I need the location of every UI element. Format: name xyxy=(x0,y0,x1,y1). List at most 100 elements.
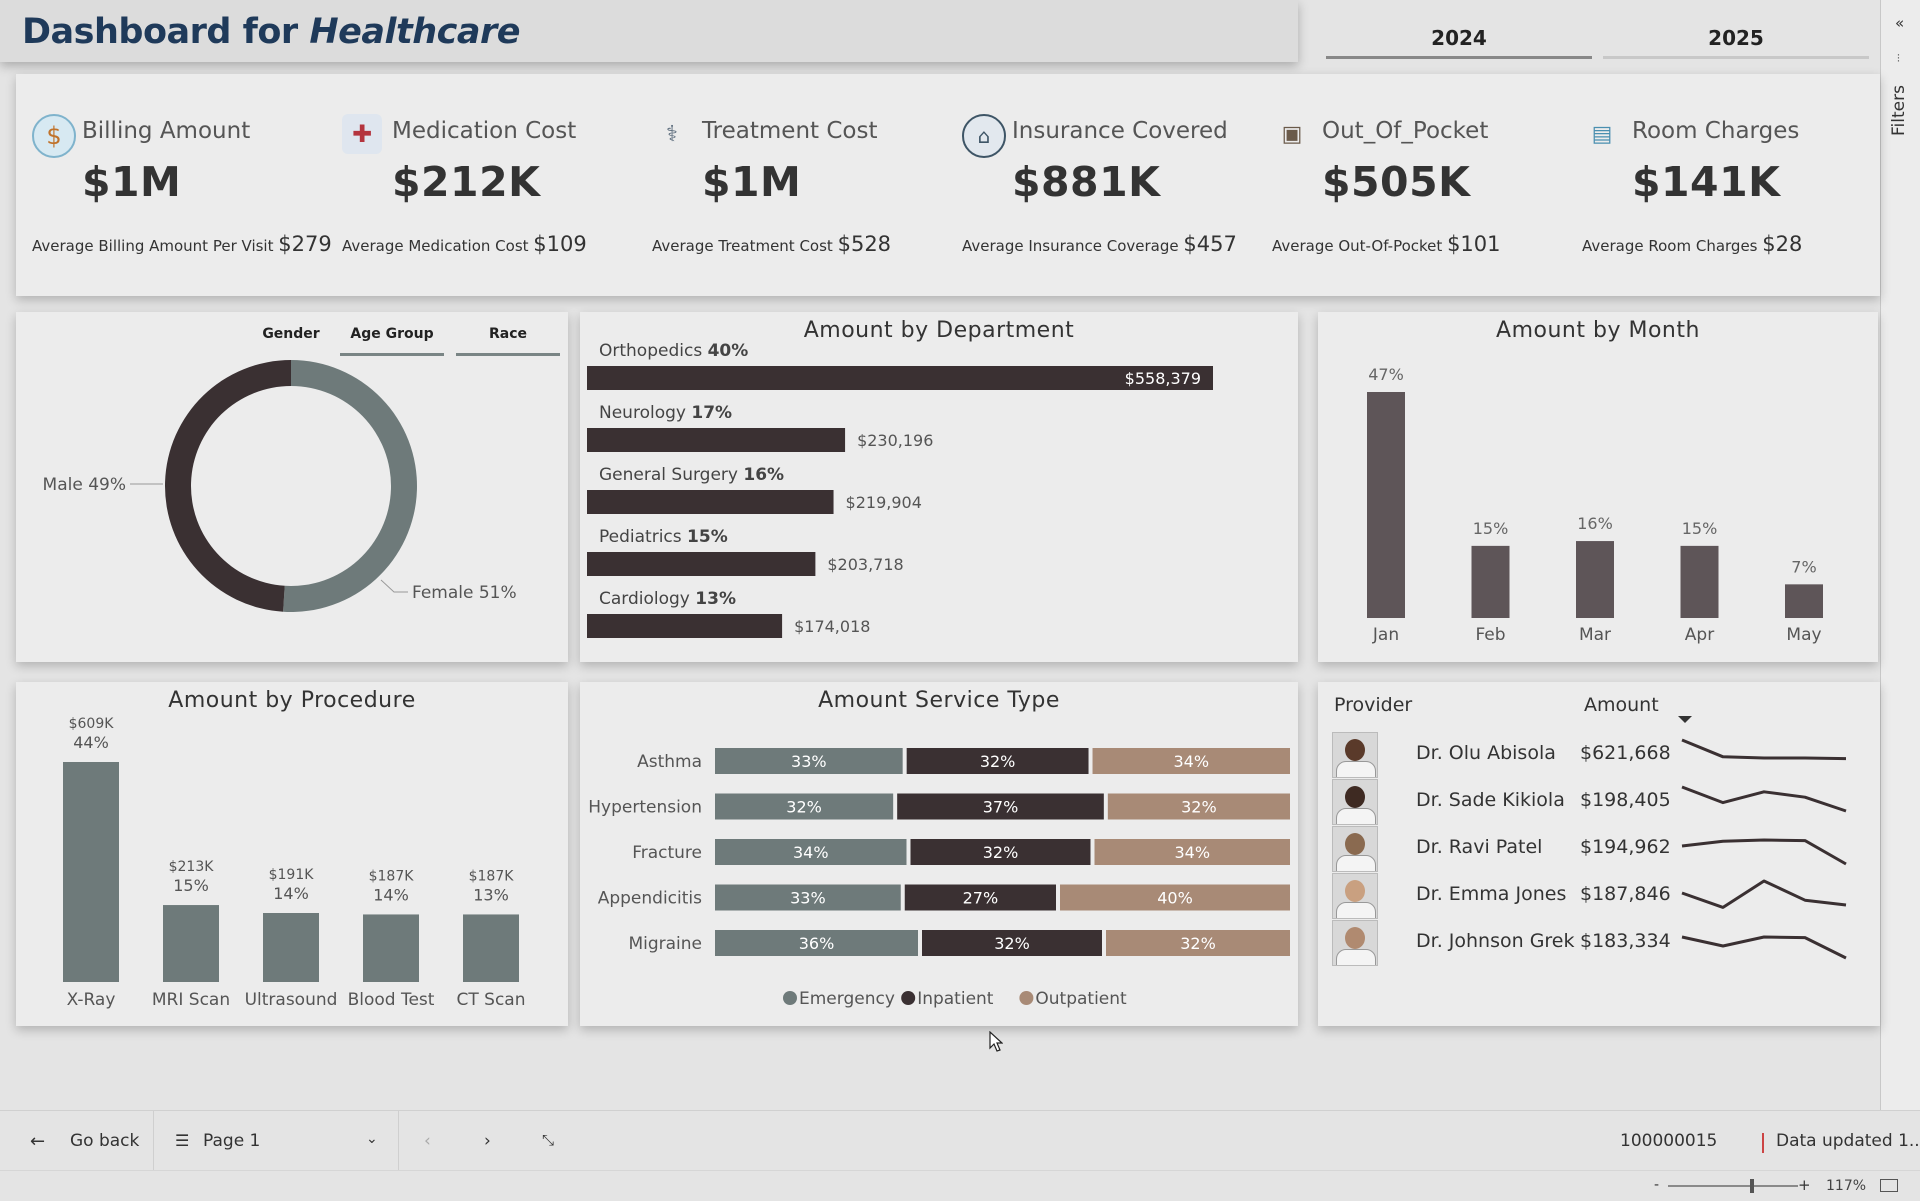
month-tick-label: Jan xyxy=(1372,625,1399,645)
stacked-segment-inpatient xyxy=(904,884,1056,911)
bar-percent-label: 44% xyxy=(73,733,109,752)
provider-table-panel: Provider Amount Dr. Olu Abisola $621,668… xyxy=(1318,682,1880,1026)
month-tick-label: Apr xyxy=(1685,625,1714,645)
go-back-button[interactable]: Go back xyxy=(70,1131,140,1151)
tab-year-2024[interactable]: 2024 xyxy=(1326,26,1592,59)
previous-page-icon[interactable]: ‹ xyxy=(424,1131,431,1151)
bar-amount-label: $213K xyxy=(169,859,215,875)
page-selector[interactable]: Page 1 xyxy=(203,1131,261,1151)
provider-amount: $183,334 xyxy=(1580,930,1671,952)
provider-name: Dr. Sade Kikiola xyxy=(1416,789,1565,811)
month-bar-chart: 47% Jan 15% Feb 16% Mar 15% Apr 7% May xyxy=(1367,365,1823,645)
divider xyxy=(1762,1133,1764,1153)
provider-name: Dr. Ravi Patel xyxy=(1416,836,1543,858)
tab-age-group[interactable]: Age Group xyxy=(340,326,444,356)
bar-value-label: 16% xyxy=(1577,514,1613,533)
treatment-icon: ⚕ xyxy=(666,121,678,147)
zoom-in-button[interactable]: + xyxy=(1798,1176,1811,1194)
zoom-slider[interactable] xyxy=(1668,1179,1798,1193)
segment-value-label: 37% xyxy=(983,798,1019,817)
table-row[interactable]: Dr. Emma Jones $187,846 xyxy=(1318,873,1878,919)
bar-value-label: $230,196 xyxy=(857,431,933,450)
stacked-segment-emergency xyxy=(715,884,901,911)
legend-dot-outpatient xyxy=(1019,991,1034,1005)
service-category-label: Asthma xyxy=(637,752,702,772)
department-label: Pediatrics 15% xyxy=(599,527,728,547)
kpi-average: Average Room Charges $28 xyxy=(1582,232,1803,256)
bar-amount-label: $191K xyxy=(269,867,315,883)
month-bar xyxy=(1680,545,1719,618)
segment-value-label: 32% xyxy=(1180,934,1216,953)
collapse-chevron-icon[interactable]: « xyxy=(1895,14,1905,32)
kpi-value: $141K xyxy=(1632,158,1781,206)
tab-race[interactable]: Race xyxy=(456,326,560,356)
bar-value-label: 15% xyxy=(1682,519,1718,538)
chevron-down-icon[interactable]: ⌄ xyxy=(366,1131,378,1147)
kpi-average: Average Treatment Cost $528 xyxy=(652,232,892,256)
slice-label-female: Female 51% xyxy=(412,583,517,603)
zoom-level[interactable]: 117% xyxy=(1826,1178,1867,1194)
month-tick-label: Feb xyxy=(1475,625,1505,645)
slice-label-male: Male 49% xyxy=(43,475,126,495)
table-row[interactable]: Dr. Johnson Grek $183,334 xyxy=(1318,920,1878,966)
fit-to-page-icon[interactable] xyxy=(1880,1179,1898,1192)
kpi-out-of-pocket: ▣ Out_Of_Pocket $505K Average Out-Of-Poc… xyxy=(1256,74,1556,296)
department-bar xyxy=(587,428,846,452)
segment-value-label: 32% xyxy=(983,843,1019,862)
stacked-segment-inpatient xyxy=(906,748,1089,774)
insurance-icon: ⌂ xyxy=(962,114,1006,158)
department-panel: Amount by Department Orthopedics 40% $558… xyxy=(580,312,1298,662)
data-updated-label: Data updated 1... xyxy=(1776,1131,1920,1151)
bar-value-label: 15% xyxy=(1473,519,1509,538)
department-bar xyxy=(587,552,816,576)
kpi-treatment: ⚕ Treatment Cost $1M Average Treatment C… xyxy=(636,74,936,296)
zoom-slider-thumb[interactable] xyxy=(1750,1179,1755,1193)
bar-value-label: $558,379 xyxy=(1125,369,1201,388)
bar-value-label: $174,018 xyxy=(794,617,870,636)
leader-line xyxy=(380,579,408,593)
segment-value-label: 33% xyxy=(790,889,826,908)
stacked-segment-outpatient xyxy=(1106,930,1290,956)
segment-value-label: 32% xyxy=(786,798,822,817)
service-category-label: Appendicitis xyxy=(598,889,702,909)
demographics-panel: Gender Age Group Race Male 49% Female 51% xyxy=(16,312,568,662)
zoom-out-button[interactable]: - xyxy=(1654,1177,1660,1193)
filters-pane[interactable]: « ⫶ Filters xyxy=(1880,0,1920,1110)
department-label: General Surgery 16% xyxy=(599,465,784,485)
amount-column-header[interactable]: Amount xyxy=(1584,694,1659,716)
table-row[interactable]: Dr. Olu Abisola $621,668 xyxy=(1318,732,1878,778)
page-list-icon: ☰ xyxy=(175,1131,190,1150)
table-row[interactable]: Dr. Ravi Patel $194,962 xyxy=(1318,826,1878,872)
table-row[interactable]: Dr. Sade Kikiola $198,405 xyxy=(1318,779,1878,825)
exit-fullscreen-icon[interactable]: ⤡ xyxy=(542,1131,555,1149)
next-page-icon[interactable]: › xyxy=(484,1131,491,1151)
bar-value-label: $219,904 xyxy=(846,493,922,512)
procedure-tick-label: Blood Test xyxy=(348,990,435,1010)
sort-desc-icon[interactable] xyxy=(1678,716,1692,723)
provider-column-header[interactable]: Provider xyxy=(1334,694,1413,716)
kpi-billing: $ Billing Amount $1M Average Billing Amo… xyxy=(16,74,332,296)
kpi-insurance: ⌂ Insurance Covered $881K Average Insura… xyxy=(946,74,1246,296)
kpi-room-charges: ▤ Room Charges $141K Average Room Charge… xyxy=(1566,74,1866,296)
service-type-stacked-chart: Asthma 33% 32% 34% Hypertension 32% 37% 32% Frac… xyxy=(588,748,1290,1009)
month-bar xyxy=(1576,541,1614,618)
department-label: Cardiology 13% xyxy=(599,589,736,609)
tab-gender[interactable]: Gender xyxy=(262,326,320,342)
stacked-segment-inpatient xyxy=(897,793,1104,820)
segment-value-label: 36% xyxy=(799,934,835,953)
divider xyxy=(398,1111,399,1171)
segment-value-label: 32% xyxy=(980,752,1016,771)
mouse-cursor-icon xyxy=(989,1031,1003,1052)
kpi-value: $212K xyxy=(392,158,541,206)
provider-name: Dr. Olu Abisola xyxy=(1416,742,1556,764)
kpi-average: Average Billing Amount Per Visit $279 xyxy=(32,232,332,256)
provider-name: Dr. Emma Jones xyxy=(1416,883,1567,905)
stacked-segment-outpatient xyxy=(1094,839,1290,865)
filters-label[interactable]: Filters xyxy=(1889,85,1909,136)
back-arrow-icon[interactable]: ← xyxy=(30,1131,46,1152)
tab-year-2025[interactable]: 2025 xyxy=(1603,26,1869,59)
stacked-segment-outpatient xyxy=(1107,793,1290,820)
month-tick-label: May xyxy=(1786,625,1821,645)
kpi-label: Room Charges xyxy=(1632,118,1800,144)
kpi-medication: ✚ Medication Cost $212K Average Medicati… xyxy=(326,74,626,296)
